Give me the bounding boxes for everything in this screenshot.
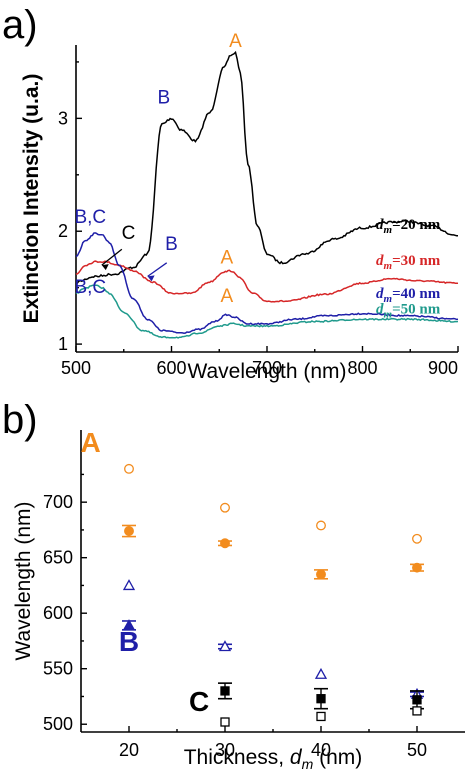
x-tick-label: 800	[347, 358, 377, 378]
spectrum-line-2	[75, 260, 459, 303]
panel-b-plot: 20 30 40 50 500 550 600 650 700 Thickness, dm (nm…	[12, 427, 465, 772]
marker-circle-filled	[124, 526, 134, 536]
arrowhead-c	[101, 264, 109, 271]
y-axis-title: Extinction Intensity (u.a.)	[20, 74, 43, 324]
panel-a-label: a)	[2, 3, 38, 47]
panel-a-plot: 500 600 700 800 900 1 2 3 Wavelength (nm) Extinct…	[20, 31, 459, 383]
x-axis-title: Thickness, dm (nm)	[184, 746, 363, 772]
peak-label-2: B	[158, 87, 171, 108]
peak-label-3: B,C	[74, 207, 106, 228]
y-tick-label: 1	[58, 334, 68, 354]
marker-square-filled	[220, 686, 230, 696]
peak-label-1: A	[229, 31, 242, 52]
legend-label-4: dm=50 nm	[376, 302, 441, 321]
series-label-C: C	[189, 686, 209, 717]
x-tick-label: 500	[61, 358, 91, 378]
spectrum-line-4	[75, 284, 459, 339]
series-label-B: B	[119, 626, 139, 657]
x-axis-title: Wavelength (nm)	[187, 360, 346, 383]
marker-triangle-open	[314, 667, 328, 679]
x-tick-label: 50	[407, 740, 427, 760]
marker-circle-filled	[316, 569, 326, 580]
x-tick-label: 600	[156, 358, 186, 378]
marker-triangle-open	[218, 640, 232, 652]
legend-label-2: dm=30 nm	[376, 253, 441, 272]
spectrum-line-3	[75, 232, 459, 334]
y-tick-label: 700	[43, 492, 73, 512]
peak-label-4: C	[122, 223, 136, 244]
peak-label-7: B,C	[74, 277, 106, 298]
y-tick-label: 3	[58, 108, 68, 128]
x-tick-label: 30	[215, 740, 235, 760]
arrow-b	[147, 262, 168, 277]
marker-square-filled	[412, 695, 422, 705]
y-tick-label: 600	[43, 603, 73, 623]
arrowhead-b	[147, 275, 155, 282]
legend-label-3: dm=40 nm	[376, 286, 441, 305]
marker-circle-open	[220, 502, 230, 513]
marker-circle-open	[412, 533, 422, 544]
x-tick-label: 40	[311, 740, 331, 760]
series-label-A: A	[80, 427, 100, 458]
arrow-c	[101, 248, 123, 266]
marker-circle-open	[316, 520, 326, 531]
marker-triangle-open	[122, 579, 136, 591]
legend-label-1: dm=20 nm	[376, 217, 441, 236]
x-tick-label: 900	[428, 358, 458, 378]
marker-circle-open	[124, 463, 134, 474]
marker-square-filled	[316, 694, 326, 704]
marker-square-open	[220, 717, 230, 727]
y-tick-label: 500	[43, 714, 73, 734]
marker-square-open	[412, 706, 422, 716]
spectrum-line-1	[75, 50, 458, 285]
marker-circle-filled	[412, 562, 422, 573]
y-tick-label: 650	[43, 548, 73, 568]
marker-square-open	[316, 711, 326, 722]
x-tick-label: 700	[252, 358, 282, 378]
x-tick-label: 20	[119, 740, 139, 760]
y-tick-label: 2	[58, 221, 68, 241]
peak-label-8: A	[221, 286, 234, 307]
peak-label-6: A	[221, 248, 234, 269]
panel-b-label: b)	[2, 398, 38, 442]
y-tick-label: 550	[43, 659, 73, 679]
peak-label-5: B	[165, 234, 178, 255]
marker-circle-filled	[220, 538, 230, 549]
marker-triangle-filled	[122, 619, 136, 631]
y-axis-title: Wavelength (nm)	[12, 501, 35, 660]
